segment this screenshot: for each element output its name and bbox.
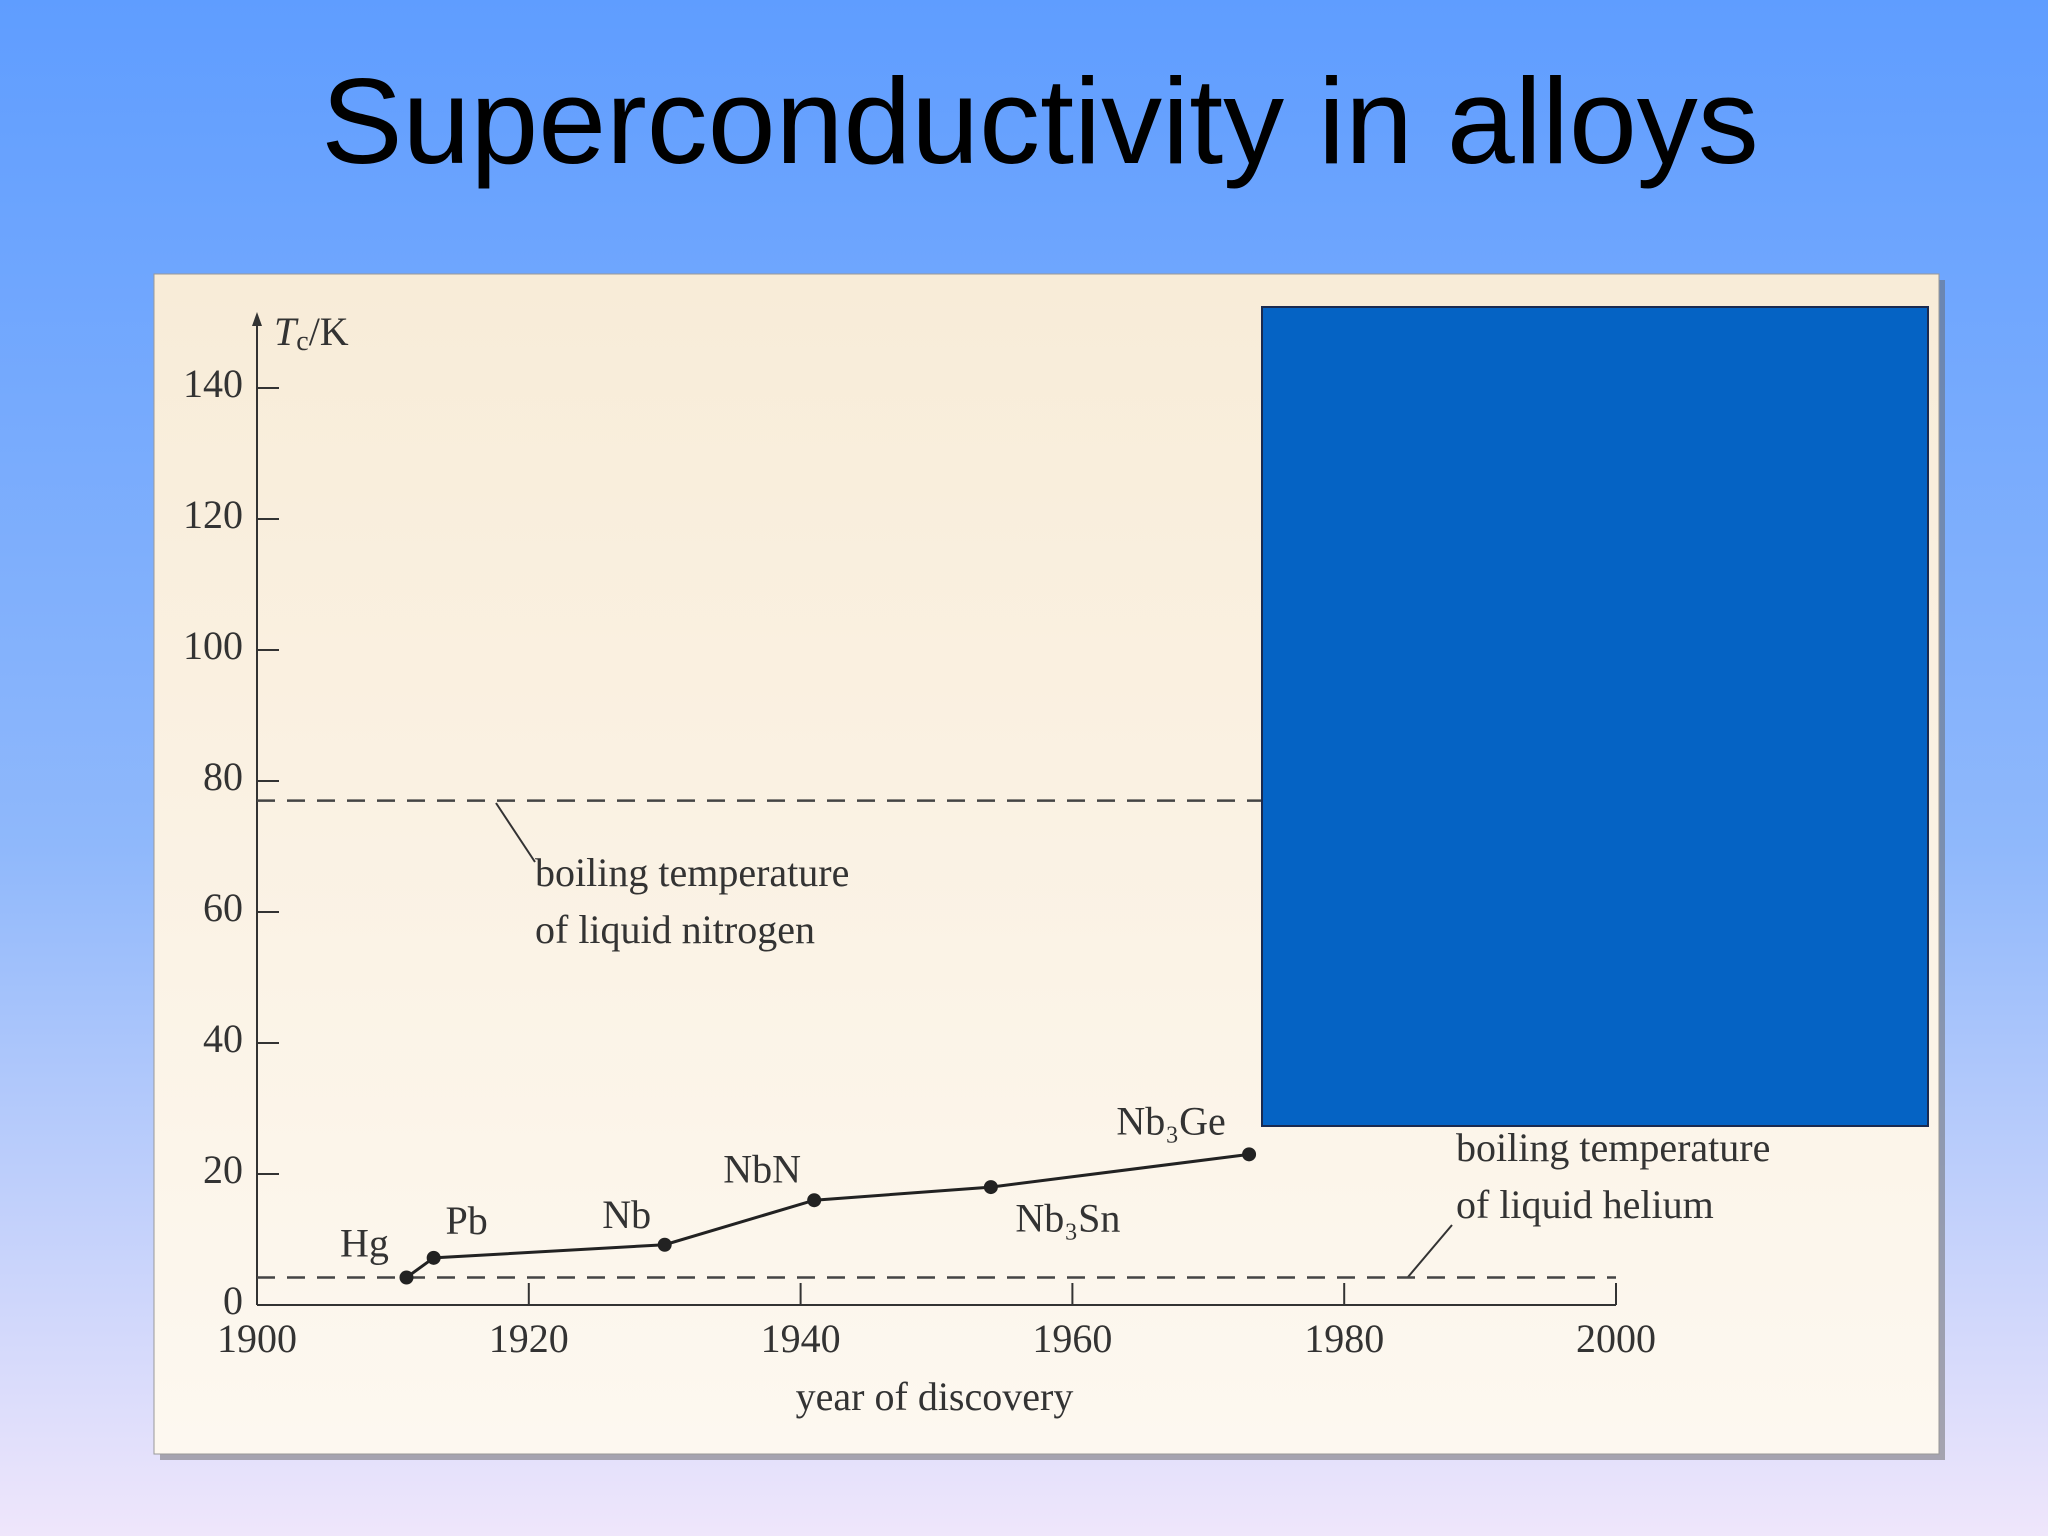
- y-tick-label: 140: [183, 361, 243, 406]
- x-tick-label: 2000: [1576, 1316, 1656, 1361]
- leader-line: [1407, 1224, 1453, 1278]
- reference-label: boiling temperature: [1456, 1125, 1770, 1170]
- y-axis-arrow: [252, 312, 262, 326]
- point-label: Hg: [340, 1221, 389, 1266]
- slide-title: Superconductivity in alloys: [321, 53, 1759, 189]
- data-point: [426, 1250, 441, 1265]
- data-point: [807, 1193, 822, 1208]
- y-tick-label: 120: [183, 492, 243, 537]
- data-point: [399, 1270, 414, 1285]
- y-axis-label-part: T: [274, 309, 299, 354]
- y-tick-label: 40: [203, 1016, 243, 1061]
- y-tick-label: 80: [203, 754, 243, 799]
- leader-line: [495, 802, 536, 863]
- y-tick-label: 0: [223, 1278, 243, 1323]
- point-label: Pb: [446, 1198, 488, 1243]
- point-label: Nb₃Ge: [1116, 1099, 1225, 1144]
- point-label: NbN: [723, 1146, 801, 1191]
- x-tick-label: 1920: [489, 1316, 569, 1361]
- reference-label: of liquid helium: [1456, 1182, 1714, 1227]
- x-axis-label: year of discovery: [796, 1374, 1074, 1419]
- x-tick-label: 1940: [761, 1316, 841, 1361]
- y-axis-label: Tc/K: [274, 309, 349, 357]
- y-axis-label-part: c: [296, 326, 308, 357]
- cover-box: [1261, 306, 1929, 1127]
- y-axis-label-part: /K: [309, 309, 349, 354]
- point-label: Nb₃Sn: [1015, 1195, 1120, 1240]
- x-tick-label: 1900: [217, 1316, 297, 1361]
- reference-label: of liquid nitrogen: [535, 907, 815, 952]
- y-tick-label: 20: [203, 1147, 243, 1192]
- point-label: Nb: [602, 1192, 651, 1237]
- y-tick-label: 100: [183, 623, 243, 668]
- y-tick-label: 60: [203, 885, 243, 930]
- data-point: [1242, 1147, 1257, 1162]
- reference-label: boiling temperature: [535, 850, 849, 895]
- x-tick-label: 1960: [1032, 1316, 1112, 1361]
- data-point: [657, 1237, 672, 1252]
- data-point: [983, 1180, 998, 1195]
- x-tick-label: 1980: [1304, 1316, 1384, 1361]
- plot: 0 20 40 60 80 100 120 140 1900 1920 1940 1960 1980 20…: [183, 309, 1770, 1419]
